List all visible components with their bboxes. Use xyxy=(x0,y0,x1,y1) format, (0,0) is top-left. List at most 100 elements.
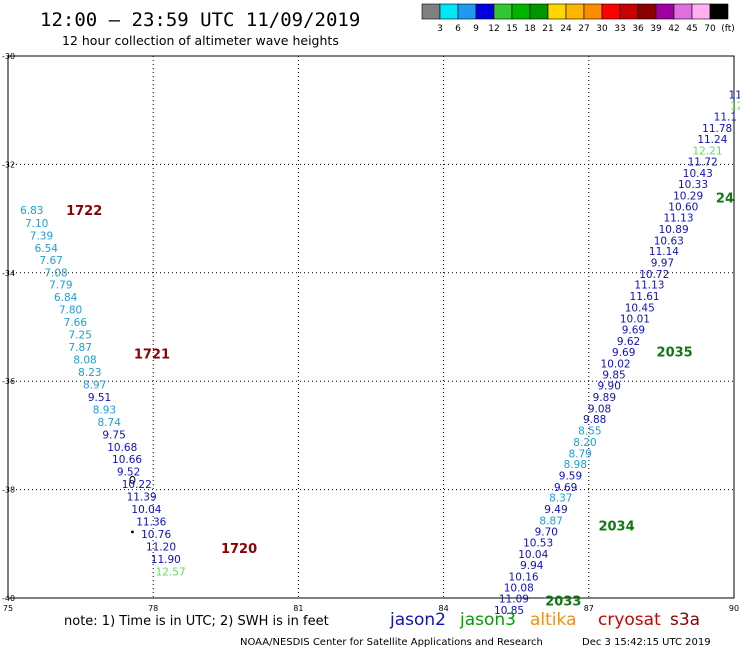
time-label: 2033 xyxy=(545,595,581,610)
legend-cryosat: cryosat xyxy=(598,610,661,630)
swh-value: 10.53 xyxy=(523,538,553,550)
swh-value: 9.69 xyxy=(612,347,635,359)
axis-ticks: 75 78 81 84 87 90 -30 -32 -34 -36 -38 -40 xyxy=(2,52,739,613)
swh-value: 9.49 xyxy=(544,504,567,516)
swh-value: 11.1 xyxy=(714,112,737,124)
time-label: 2035 xyxy=(657,345,693,360)
swh-value: 8.87 xyxy=(539,515,562,527)
scale-swatch xyxy=(529,3,549,20)
swh-value: 7.79 xyxy=(49,280,72,292)
scale-swatch xyxy=(511,3,531,20)
swh-value: 8.98 xyxy=(564,459,587,471)
time-label: 1720 xyxy=(221,542,257,557)
track-markers xyxy=(129,475,136,534)
swh-value: 10.85 xyxy=(494,605,524,617)
swh-value: 12.21 xyxy=(692,145,722,157)
swh-value: 10.60 xyxy=(668,202,698,214)
swh-value: 9.59 xyxy=(559,471,582,483)
scale-label: 15 xyxy=(506,24,517,34)
swh-value: 7.80 xyxy=(59,305,82,317)
scale-label: 30 xyxy=(596,24,608,34)
swh-value: 11.13 xyxy=(634,280,664,292)
swh-value: 10.63 xyxy=(654,235,684,247)
scale-label: 33 xyxy=(614,24,625,34)
legend-jason2: jason2 xyxy=(389,610,446,630)
swh-value: 8.20 xyxy=(573,437,596,449)
scale-swatch xyxy=(583,3,603,20)
swh-value: 10.22 xyxy=(122,479,152,491)
swh-value: 10.04 xyxy=(131,504,161,516)
scale-label: 39 xyxy=(650,24,662,34)
scale-swatch xyxy=(457,3,477,20)
swh-value: 9.70 xyxy=(535,526,558,538)
scale-swatch xyxy=(439,3,459,20)
legend-jason3: jason3 xyxy=(459,610,516,630)
scale-label: 70 xyxy=(704,24,716,34)
swh-value: 12.57 xyxy=(156,566,186,578)
swh-value: 9.62 xyxy=(617,336,640,348)
time-label: 24 xyxy=(716,191,734,206)
x-tick-label: 81 xyxy=(293,604,303,613)
swh-value: 10.66 xyxy=(112,454,142,466)
swh-value: 10.76 xyxy=(141,529,171,541)
swh-value: 10.08 xyxy=(504,583,534,595)
scale-label: 24 xyxy=(560,24,572,34)
swh-value: 11.14 xyxy=(649,246,679,258)
swh-value: 11 xyxy=(729,89,740,101)
swh-value: 11.72 xyxy=(688,157,718,169)
y-tick-label: -40 xyxy=(2,594,15,603)
y-tick-label: -38 xyxy=(2,486,15,495)
y-tick-label: -36 xyxy=(2,377,15,386)
swh-value: 10.33 xyxy=(678,179,708,191)
swh-value: 10.68 xyxy=(107,442,137,454)
scale-label: 12 xyxy=(488,24,499,34)
swh-value: 8.97 xyxy=(83,379,106,391)
scale-swatch xyxy=(637,3,657,20)
x-tick-label: 87 xyxy=(584,604,594,613)
y-tick-label: -34 xyxy=(2,269,15,278)
legend-s3a: s3a xyxy=(670,610,700,630)
scale-label: 45 xyxy=(686,24,697,34)
swh-value: 9.69 xyxy=(554,482,577,494)
swh-value: 11.09 xyxy=(499,594,529,606)
x-tick-label: 78 xyxy=(148,604,158,613)
scale-label: 9 xyxy=(473,24,479,34)
scale-label: 21 xyxy=(542,24,553,34)
data-points: 6.837.107.396.547.677.087.796.847.807.66… xyxy=(20,89,740,616)
swh-value: 9.51 xyxy=(88,392,111,404)
time-label: 1721 xyxy=(134,348,170,363)
swh-value: 7.87 xyxy=(69,342,92,354)
swh-value: 8.93 xyxy=(93,404,116,416)
swh-value: 6.83 xyxy=(20,205,43,217)
swh-value: 6.84 xyxy=(54,292,78,304)
swh-value: 6.54 xyxy=(35,243,59,255)
swh-value: 7.08 xyxy=(44,267,67,279)
color-scale: 3 6 9 12 15 18 21 24 27 30 33 36 39 42 45 70 (ft) xyxy=(421,3,735,34)
swh-value: 7.66 xyxy=(64,317,88,329)
swh-value: 10.04 xyxy=(518,549,548,561)
swh-value: 10.45 xyxy=(625,302,655,314)
swh-value: 8.08 xyxy=(73,355,96,367)
swh-value: 10.02 xyxy=(601,358,631,370)
satellite-legend: jason2 jason3 altika cryosat s3a xyxy=(389,610,700,630)
legend-altika: altika xyxy=(530,610,577,630)
swh-value: 11.39 xyxy=(127,492,157,504)
swh-value: 8.79 xyxy=(568,448,591,460)
swh-value: 8.55 xyxy=(578,426,601,438)
scale-label: 18 xyxy=(524,24,536,34)
swh-value: 11.20 xyxy=(146,542,176,554)
swh-value: 9.94 xyxy=(520,560,544,572)
swh-value: 7.39 xyxy=(30,230,53,242)
swh-value: 9.90 xyxy=(598,381,621,393)
y-tick-label: -30 xyxy=(2,52,15,61)
scale-swatch xyxy=(421,3,441,20)
timestamp-text: Dec 3 15:42:15 UTC 2019 xyxy=(582,637,711,648)
swh-value: 8.74 xyxy=(98,417,122,429)
swh-value: 9.08 xyxy=(588,403,611,415)
swh-value: 8.37 xyxy=(549,493,572,505)
scale-label: (ft) xyxy=(721,24,735,34)
swh-value: 9.97 xyxy=(651,258,674,270)
swh-value: 9.52 xyxy=(117,467,140,479)
x-tick-label: 84 xyxy=(439,604,449,613)
scale-label: 6 xyxy=(455,24,461,34)
